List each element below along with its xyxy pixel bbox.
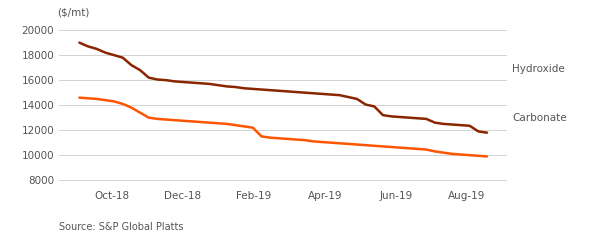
Text: Carbonate: Carbonate — [512, 113, 566, 123]
Text: Source: S&P Global Platts: Source: S&P Global Platts — [59, 222, 183, 232]
Text: ($/mt): ($/mt) — [57, 7, 89, 17]
Text: Hydroxide: Hydroxide — [512, 64, 565, 74]
